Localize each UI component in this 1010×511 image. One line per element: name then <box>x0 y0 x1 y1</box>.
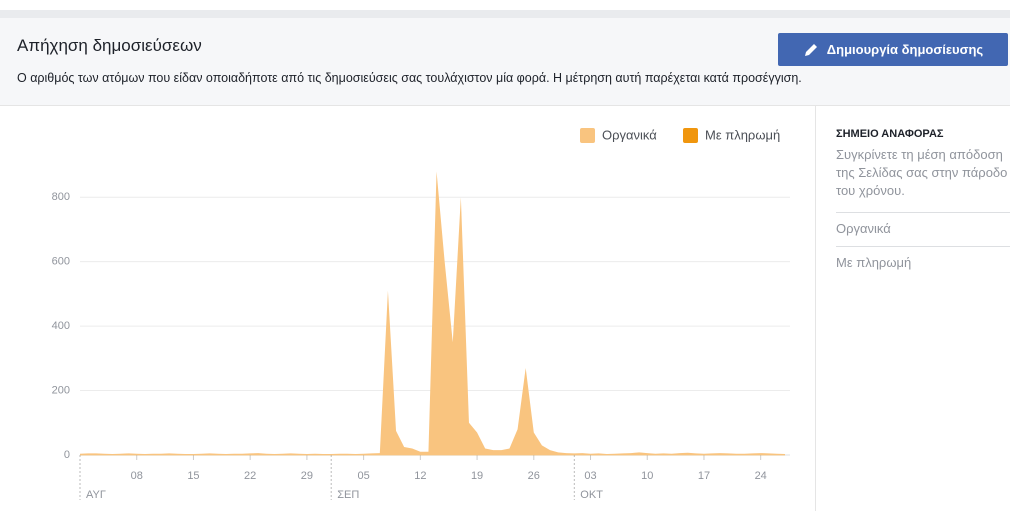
sidebar-heading: ΣΗΜΕΙΟ ΑΝΑΦΟΡΑΣ <box>836 128 944 140</box>
button-label: Δημιουργία δημοσίευσης <box>826 42 984 57</box>
month-label: ΟΚΤ <box>580 489 603 501</box>
description: Ο αριθμός των ατόμων που είδαν οποιαδήπο… <box>17 71 802 85</box>
title: Απήχηση δημοσιεύσεων <box>17 36 202 55</box>
month-label: ΣΕΠ <box>337 489 359 501</box>
x-tick-label: 15 <box>187 470 199 482</box>
x-tick-label: 05 <box>357 470 369 482</box>
legend-swatch <box>683 128 698 143</box>
pencil-icon <box>804 43 817 56</box>
x-tick-label: 19 <box>471 470 483 482</box>
x-tick-label: 24 <box>755 470 767 482</box>
sidebar: ΣΗΜΕΙΟ ΑΝΑΦΟΡΑΣ Συγκρίνετε τη μέση απόδο… <box>815 106 1010 511</box>
x-tick-label: 26 <box>528 470 540 482</box>
y-tick-label: 200 <box>52 384 70 396</box>
x-tick-label: 03 <box>584 470 596 482</box>
x-tick-label: 22 <box>244 470 256 482</box>
legend-label: Με πληρωμή <box>705 127 780 142</box>
area <box>80 171 785 455</box>
x-tick-label: 17 <box>698 470 710 482</box>
chart: 0 200 400 600 800 08 15 22 29 05 12 19 26 03 10 17 24 ΑΥΓ… <box>52 127 790 501</box>
top-bar <box>0 10 1010 18</box>
legend-label: Οργανικά <box>602 127 657 142</box>
legend-swatch <box>580 128 595 143</box>
y-tick-label: 400 <box>52 320 70 332</box>
y-tick-label: 600 <box>52 256 70 268</box>
y-tick-label: 800 <box>52 191 70 203</box>
header: Απήχηση δημοσιεύσεων Δημιουργία δημοσίευ… <box>0 18 1010 106</box>
sidebar-item[interactable]: Οργανικά <box>836 212 1010 236</box>
x-tick-label: 12 <box>414 470 426 482</box>
create-post-button[interactable]: Δημιουργία δημοσίευσης <box>778 33 1008 66</box>
x-tick-label: 08 <box>131 470 143 482</box>
x-tick-label: 10 <box>641 470 653 482</box>
month-label: ΑΥΓ <box>86 489 106 501</box>
y-tick-label: 0 <box>64 449 70 461</box>
x-tick-label: 29 <box>301 470 313 482</box>
sidebar-text: Συγκρίνετε τη μέση απόδοση της Σελίδας σ… <box>836 147 1008 198</box>
sidebar-item[interactable]: Με πληρωμή <box>836 246 1010 270</box>
